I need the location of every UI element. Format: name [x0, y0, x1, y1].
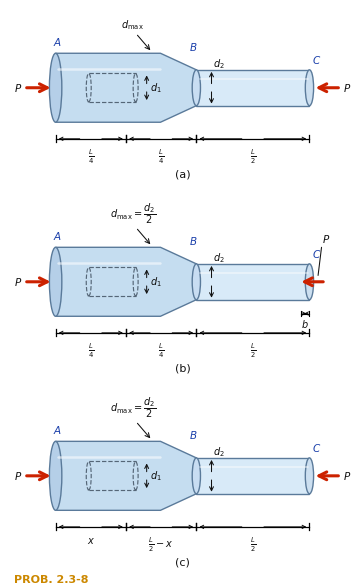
Ellipse shape [49, 248, 62, 316]
Text: (a): (a) [175, 169, 190, 179]
Text: $d_{\rm max}$: $d_{\rm max}$ [121, 18, 144, 32]
Text: $\frac{L}{4}$: $\frac{L}{4}$ [88, 148, 94, 166]
Ellipse shape [305, 70, 314, 106]
Text: $d_1$: $d_1$ [150, 81, 162, 95]
Text: $d_1$: $d_1$ [150, 275, 162, 289]
Text: $C$: $C$ [312, 54, 321, 66]
Text: $P$: $P$ [14, 470, 22, 482]
Text: $A$: $A$ [53, 230, 62, 242]
Text: $\frac{L}{2}$: $\frac{L}{2}$ [250, 342, 256, 360]
Text: (b): (b) [175, 363, 190, 373]
Text: $x$: $x$ [87, 536, 95, 546]
Text: $\frac{L}{2}$: $\frac{L}{2}$ [250, 536, 256, 554]
Text: $B$: $B$ [189, 41, 198, 53]
Text: $d_{\rm max}=\dfrac{d_2}{2}$: $d_{\rm max}=\dfrac{d_2}{2}$ [110, 395, 156, 420]
Ellipse shape [192, 458, 200, 494]
Polygon shape [197, 264, 309, 300]
Text: $C$: $C$ [312, 248, 321, 260]
Text: $\frac{L}{2}-x$: $\frac{L}{2}-x$ [148, 536, 174, 554]
Ellipse shape [192, 264, 200, 300]
Polygon shape [56, 54, 197, 122]
Text: $P$: $P$ [322, 233, 330, 245]
Text: $C$: $C$ [312, 442, 321, 454]
Text: PROB. 2.3-8: PROB. 2.3-8 [14, 575, 89, 585]
Text: $\frac{L}{2}$: $\frac{L}{2}$ [250, 148, 256, 166]
Ellipse shape [192, 70, 200, 106]
Ellipse shape [305, 458, 314, 494]
Text: $A$: $A$ [53, 425, 62, 436]
Polygon shape [56, 442, 197, 510]
Ellipse shape [49, 442, 62, 510]
Text: $d_2$: $d_2$ [213, 445, 225, 459]
Text: $P$: $P$ [14, 82, 22, 93]
Text: $P$: $P$ [342, 470, 351, 482]
Text: $d_1$: $d_1$ [150, 469, 162, 483]
Text: $d_2$: $d_2$ [213, 57, 225, 71]
Text: $d_2$: $d_2$ [213, 251, 225, 265]
Text: $P$: $P$ [342, 82, 351, 93]
Polygon shape [197, 458, 309, 494]
Text: $\frac{L}{4}$: $\frac{L}{4}$ [158, 148, 164, 166]
Polygon shape [56, 248, 197, 316]
Text: $P$: $P$ [14, 276, 22, 288]
Polygon shape [197, 70, 309, 106]
Text: $d_{\rm max}=\dfrac{d_2}{2}$: $d_{\rm max}=\dfrac{d_2}{2}$ [110, 201, 156, 226]
Ellipse shape [49, 54, 62, 122]
Text: $\frac{L}{4}$: $\frac{L}{4}$ [158, 342, 164, 360]
Ellipse shape [305, 264, 314, 300]
Text: $B$: $B$ [189, 235, 198, 247]
Text: $B$: $B$ [189, 429, 198, 441]
Text: (c): (c) [175, 557, 190, 567]
Text: $b$: $b$ [302, 319, 309, 330]
Text: $\frac{L}{4}$: $\frac{L}{4}$ [88, 342, 94, 360]
Text: $A$: $A$ [53, 36, 62, 48]
